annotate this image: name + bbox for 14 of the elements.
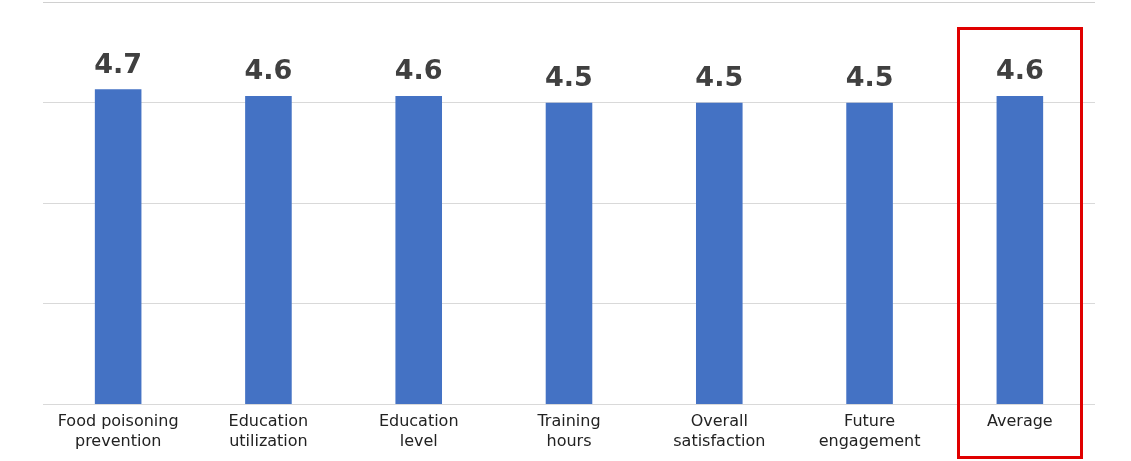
data-label: 4.5 bbox=[695, 61, 744, 93]
data-label: 4.6 bbox=[394, 54, 443, 86]
data-label: 4.7 bbox=[94, 47, 143, 79]
x-tick-label: Average bbox=[987, 411, 1053, 431]
data-label: 4.6 bbox=[995, 54, 1044, 86]
x-tick-label: Education level bbox=[378, 411, 459, 450]
x-tick-label: Training hours bbox=[536, 411, 601, 450]
x-tick-label: Education utilization bbox=[228, 411, 309, 450]
x-tick-label: Overall satisfaction bbox=[673, 411, 766, 450]
data-label: 4.5 bbox=[845, 61, 894, 93]
x-tick-label: Food poisoning prevention bbox=[57, 411, 179, 450]
data-label: 4.5 bbox=[545, 61, 593, 93]
data-label: 4.6 bbox=[244, 54, 293, 86]
x-tick-label: Future engagement bbox=[818, 411, 921, 450]
